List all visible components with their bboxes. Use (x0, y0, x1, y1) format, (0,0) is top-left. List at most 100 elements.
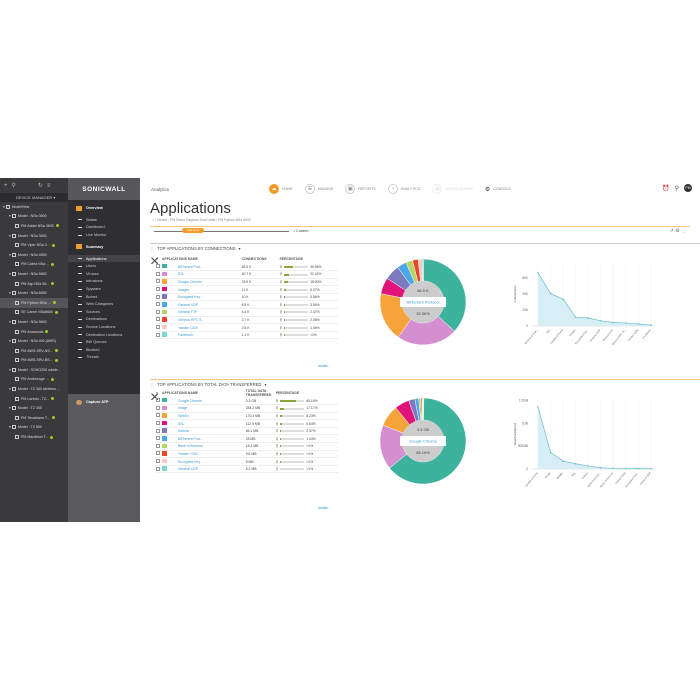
nav-item-viruses[interactable]: Viruses (68, 270, 140, 278)
nav-notifications-button[interactable]: ▤ NOTIFICATIONS (432, 184, 473, 194)
data-point[interactable] (587, 317, 590, 319)
table-row[interactable]: General UDP 6.5 K ⚲ 3.54% (155, 300, 338, 310)
table-row[interactable]: Yandex CDN 2.5 K ⚲ 1.49% (155, 323, 338, 332)
time-range-slider[interactable]: Last Hour (154, 228, 289, 234)
menu-icon[interactable]: ≡ (156, 257, 158, 261)
row-checkbox[interactable] (156, 451, 160, 456)
nav-item-sources[interactable]: Sources (68, 308, 140, 316)
row-checkbox[interactable] (156, 271, 160, 276)
row-checkbox[interactable] (156, 405, 160, 410)
tree-item[interactable]: ▾ Model : TZ 400 (9, 406, 42, 411)
row-checkbox[interactable] (156, 466, 160, 471)
row-checkbox[interactable] (156, 443, 160, 448)
table-row[interactable]: SSL 40.7 K ⚲ 22.42% (155, 270, 338, 279)
search-icon[interactable]: ⚲ (275, 451, 279, 456)
tree-item[interactable]: PM AWS-SRV-NS... (0, 346, 68, 356)
tree-item[interactable]: SE Camel NSa6650 (0, 308, 68, 318)
search-icon[interactable]: ⚲ (279, 264, 283, 269)
search-icon[interactable]: ⚲ (275, 398, 279, 403)
app-name-link[interactable]: Bank of America (177, 442, 245, 451)
row-checkbox[interactable] (156, 459, 160, 464)
tree-item[interactable]: ▾ Model : NSa 3600 (9, 214, 47, 219)
data-point[interactable] (562, 298, 564, 300)
app-name-link[interactable]: Images (177, 285, 241, 294)
search-icon[interactable]: ⚲ (275, 406, 279, 411)
caret-down-icon[interactable]: ▾ (9, 252, 11, 257)
tree-item[interactable]: ▾ Model : NSa 400 (AWS) (9, 339, 57, 344)
nav-item-live-monitor[interactable]: Live Monitor (68, 231, 140, 239)
nav-item-botnet[interactable]: Botnet (68, 293, 140, 301)
add-icon[interactable]: + (4, 182, 8, 189)
table-row[interactable]: BitTorrent Prot... 66.5 K ⚲ 35.96% (155, 263, 338, 272)
nav-item-users[interactable]: Users (68, 262, 140, 270)
data-point[interactable] (599, 466, 602, 469)
data-point[interactable] (537, 272, 539, 274)
tree-item[interactable]: PM Viper NSa 3... (0, 240, 68, 250)
nav-reports-button[interactable]: ▣ REPORTS (345, 184, 376, 194)
chevron-down-icon[interactable]: ▾ (264, 382, 267, 387)
nav-item-spyware[interactable]: Spyware (68, 285, 140, 293)
data-point[interactable] (637, 323, 640, 325)
caret-down-icon[interactable]: ▾ (9, 367, 11, 372)
data-point[interactable] (562, 460, 564, 462)
caret-down-icon[interactable]: ▾ (9, 319, 11, 324)
panel-title[interactable]: ⋮ TOP APPLICATIONS BY CONNECTIONS ▾ (150, 246, 241, 251)
search-icon[interactable]: ⚲ (275, 413, 279, 418)
lightbulb-icon[interactable]: ⚲ (674, 185, 679, 192)
tree-item[interactable]: PM Texarkana T... (0, 413, 68, 423)
app-name-link[interactable]: Yandex CDN (177, 450, 245, 459)
caret-down-icon[interactable]: ▾ (9, 406, 11, 411)
data-point[interactable] (612, 467, 615, 470)
app-name-link[interactable]: BitTorrent Prot... (177, 434, 245, 444)
app-name-link[interactable]: BitTorrent Prot... (177, 263, 241, 272)
donut-slice[interactable] (422, 397, 425, 421)
app-name-link[interactable]: General UDP (177, 300, 241, 310)
search-icon[interactable]: ⚲ (275, 467, 279, 472)
search-icon[interactable]: ⚲ (279, 272, 283, 277)
app-name-link[interactable]: Facebook (177, 331, 241, 340)
tree-item[interactable]: ▾ Model : NSa 5650 (9, 271, 47, 276)
tree-item[interactable]: PM Anaconda (0, 327, 68, 337)
app-name-link[interactable]: General UDP (177, 465, 245, 474)
caret-down-icon[interactable]: ▾ (9, 339, 11, 344)
nav-item-source-locations[interactable]: Source Locations (68, 323, 140, 331)
app-name-link[interactable]: Yandex CDN (177, 323, 241, 332)
nav-analytics-button[interactable]: ◔ ANALYTICS (387, 184, 420, 194)
panel-title[interactable]: ⋮ TOP APPLICATIONS BY TOTAL DATA TRANSFER… (150, 382, 267, 387)
table-row[interactable]: WebEx 170.4 MB ⚲ 8.23% (155, 412, 338, 421)
search-icon[interactable]: ⚲ (279, 295, 283, 300)
table-row[interactable]: SSL 112.5 MB ⚲ 5.64% (155, 419, 338, 428)
filter-icon[interactable]: ≡ (46, 182, 51, 189)
app-name-link[interactable]: Kaltura (177, 427, 245, 436)
table-row[interactable]: Encrypted Key... 8 MB ⚲ <1% (155, 457, 338, 466)
search-icon[interactable]: ⚲ (279, 302, 283, 307)
nav-item-dashboard[interactable]: Dashboard (68, 224, 140, 232)
search-icon[interactable]: ⚲ (279, 287, 283, 292)
app-name-link[interactable]: General RPC S... (177, 316, 241, 325)
row-checkbox[interactable] (156, 428, 160, 433)
tree-item[interactable]: PM Python NSa ... (0, 297, 68, 308)
app-name-link[interactable]: Google Chrome (177, 278, 241, 287)
details-link[interactable]: details... (318, 506, 331, 510)
data-point[interactable] (549, 292, 552, 295)
device-manager-dropdown[interactable]: DEVICE MANAGER ▾ (0, 193, 68, 202)
data-point[interactable] (574, 316, 577, 318)
row-checkbox[interactable] (156, 413, 160, 418)
table-row[interactable]: Image 354.2 MB ⚲ 17.17% (155, 404, 338, 413)
tree-item[interactable]: ▾ Model : TZ 600 (9, 425, 42, 430)
avatar[interactable]: PM (684, 184, 692, 192)
nav-summary[interactable]: Summary (68, 239, 140, 255)
caret-down-icon[interactable]: ▾ (9, 214, 11, 219)
search-icon[interactable]: ⚲ (275, 421, 279, 426)
search-icon[interactable]: ⚲ (279, 279, 283, 284)
caret-down-icon[interactable]: ▾ (9, 233, 11, 238)
caret-down-icon[interactable]: ▾ (9, 271, 11, 276)
app-name-link[interactable]: SSL (177, 270, 241, 279)
table-row[interactable]: Encrypted Key... 10 K ⚲ 5.56% (155, 293, 338, 302)
app-name-link[interactable]: Encrypted Key... (177, 293, 241, 302)
data-point[interactable] (549, 451, 552, 454)
tree-item[interactable]: ▾ Model : NSa 4650 (9, 252, 47, 257)
table-row[interactable]: Google Chrome 3.3 GB ⚲ 65.16% (155, 397, 338, 406)
table-row[interactable]: Google Chrome 33.6 K ⚲ 18.00% (155, 278, 338, 287)
tree-item[interactable]: ▾ Model : NSa 9650 (9, 319, 47, 324)
